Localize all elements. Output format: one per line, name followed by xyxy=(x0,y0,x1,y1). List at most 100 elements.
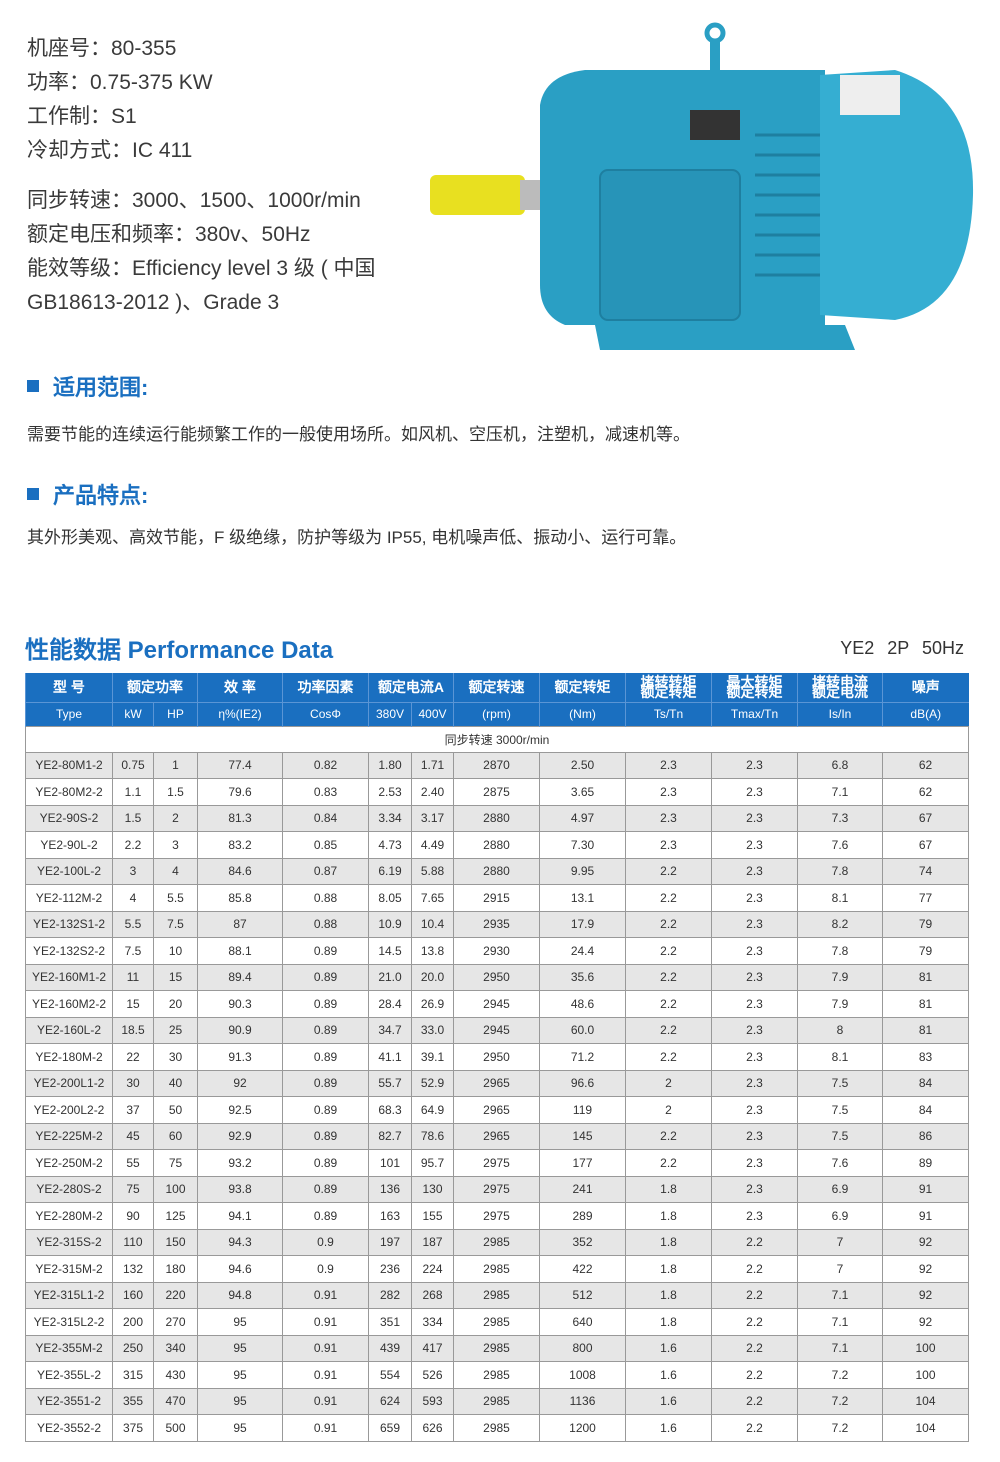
value-cell: 15 xyxy=(112,990,154,1018)
value-cell: 1.80 xyxy=(368,751,412,779)
value-cell: 160 xyxy=(112,1281,154,1309)
value-cell: 10.9 xyxy=(368,910,412,938)
value-cell: 236 xyxy=(368,1255,412,1283)
value-cell: 250 xyxy=(112,1334,154,1362)
value-cell: 94.1 xyxy=(197,1202,283,1230)
value-cell: 2.3 xyxy=(625,804,712,832)
value-cell: 2.3 xyxy=(711,937,798,965)
value-cell: 79.6 xyxy=(197,778,283,806)
value-cell: 48.6 xyxy=(539,990,626,1018)
value-cell: 94.6 xyxy=(197,1255,283,1283)
value-cell: 0.89 xyxy=(282,963,369,991)
value-cell: 2.2 xyxy=(625,910,712,938)
value-cell: 2.3 xyxy=(711,1122,798,1150)
value-cell: 7.9 xyxy=(797,990,883,1018)
value-cell: 93.2 xyxy=(197,1149,283,1177)
subheader-cell: Is/In xyxy=(797,701,883,726)
value-cell: 2985 xyxy=(453,1281,540,1309)
value-cell: 25 xyxy=(153,1016,198,1044)
value-cell: 7.5 xyxy=(797,1122,883,1150)
value-cell: 17.9 xyxy=(539,910,626,938)
value-cell: 224 xyxy=(411,1255,454,1283)
value-cell: 104 xyxy=(882,1414,969,1442)
value-cell: 34.7 xyxy=(368,1016,412,1044)
value-cell: 2.3 xyxy=(711,990,798,1018)
table-row: YE2-250M-2 55 75 93.2 0.89 101 95.7 2975 177 2.2 2… xyxy=(25,1149,969,1177)
value-cell: 37 xyxy=(112,1096,154,1124)
value-cell: 95.7 xyxy=(411,1149,454,1177)
table-row: YE2-180M-2 22 30 91.3 0.89 41.1 39.1 2950 71.2 2.… xyxy=(25,1043,969,1071)
table-row: YE2-112M-2 4 5.5 85.8 0.88 8.05 7.65 2915 13.1 2.… xyxy=(25,884,969,912)
value-cell: 334 xyxy=(411,1308,454,1336)
value-cell: 0.91 xyxy=(282,1334,369,1362)
value-cell: 0.89 xyxy=(282,1096,369,1124)
motor-image xyxy=(430,22,974,350)
subheader-cell: CosΦ xyxy=(282,701,369,726)
subheader-cell: (rpm) xyxy=(453,701,540,726)
value-cell: 0.91 xyxy=(282,1361,369,1389)
value-cell: 92 xyxy=(197,1069,283,1097)
value-cell: 95 xyxy=(197,1414,283,1442)
value-cell: 177 xyxy=(539,1149,626,1177)
value-cell: 78.6 xyxy=(411,1122,454,1150)
subheader-cell: dB(A) xyxy=(882,701,969,726)
value-cell: 18.5 xyxy=(112,1016,154,1044)
spec-frame: 机座号：80-355 xyxy=(27,37,177,60)
value-cell: 0.9 xyxy=(282,1228,369,1256)
value-cell: 2985 xyxy=(453,1308,540,1336)
value-cell: 96.6 xyxy=(539,1069,626,1097)
value-cell: 90.3 xyxy=(197,990,283,1018)
value-cell: 7.2 xyxy=(797,1414,883,1442)
value-cell: 83 xyxy=(882,1043,969,1071)
model-cell: YE2-3552-2 xyxy=(25,1414,113,1442)
value-cell: 24.4 xyxy=(539,937,626,965)
value-cell: 351 xyxy=(368,1308,412,1336)
value-cell: 1.6 xyxy=(625,1361,712,1389)
table-row: YE2-160L-2 18.5 25 90.9 0.89 34.7 33.0 2945 60.0… xyxy=(25,1016,969,1044)
value-cell: 7.9 xyxy=(797,963,883,991)
header-power: 额定功率 xyxy=(112,673,198,702)
subheader-cell: 400V xyxy=(411,701,454,726)
model-cell: YE2-355L-2 xyxy=(25,1361,113,1389)
value-cell: 439 xyxy=(368,1334,412,1362)
value-cell: 7.1 xyxy=(797,1334,883,1362)
value-cell: 500 xyxy=(153,1414,198,1442)
value-cell: 2985 xyxy=(453,1334,540,1362)
spec-power: 功率：0.75-375 KW xyxy=(27,71,213,94)
value-cell: 2.2 xyxy=(625,1016,712,1044)
value-cell: 0.85 xyxy=(282,831,369,859)
value-cell: 28.4 xyxy=(368,990,412,1018)
value-cell: 91.3 xyxy=(197,1043,283,1071)
value-cell: 241 xyxy=(539,1175,626,1203)
value-cell: 10 xyxy=(153,937,198,965)
value-cell: 60 xyxy=(153,1122,198,1150)
value-cell: 94.3 xyxy=(197,1228,283,1256)
value-cell: 100 xyxy=(882,1361,969,1389)
value-cell: 2870 xyxy=(453,751,540,779)
value-cell: 2.3 xyxy=(711,751,798,779)
value-cell: 2950 xyxy=(453,963,540,991)
value-cell: 1.8 xyxy=(625,1202,712,1230)
value-cell: 71.2 xyxy=(539,1043,626,1071)
value-cell: 2.2 xyxy=(711,1334,798,1362)
value-cell: 2.2 xyxy=(711,1361,798,1389)
value-cell: 7.65 xyxy=(411,884,454,912)
model-cell: YE2-315L2-2 xyxy=(25,1308,113,1336)
value-cell: 2985 xyxy=(453,1414,540,1442)
table-row: YE2-200L2-2 37 50 92.5 0.89 68.3 64.9 2965 119 2 2… xyxy=(25,1096,969,1124)
value-cell: 2.2 xyxy=(625,884,712,912)
value-cell: 2975 xyxy=(453,1175,540,1203)
value-cell: 2.3 xyxy=(711,1175,798,1203)
value-cell: 8 xyxy=(797,1016,883,1044)
value-cell: 659 xyxy=(368,1414,412,1442)
model-cell: YE2-315S-2 xyxy=(25,1228,113,1256)
value-cell: 0.89 xyxy=(282,1149,369,1177)
scope-title: 适用范围: xyxy=(53,375,149,400)
value-cell: 2.3 xyxy=(711,804,798,832)
value-cell: 14.5 xyxy=(368,937,412,965)
value-cell: 6.8 xyxy=(797,751,883,779)
value-cell: 74 xyxy=(882,857,969,885)
value-cell: 55 xyxy=(112,1149,154,1177)
value-cell: 2.2 xyxy=(625,1122,712,1150)
value-cell: 77.4 xyxy=(197,751,283,779)
